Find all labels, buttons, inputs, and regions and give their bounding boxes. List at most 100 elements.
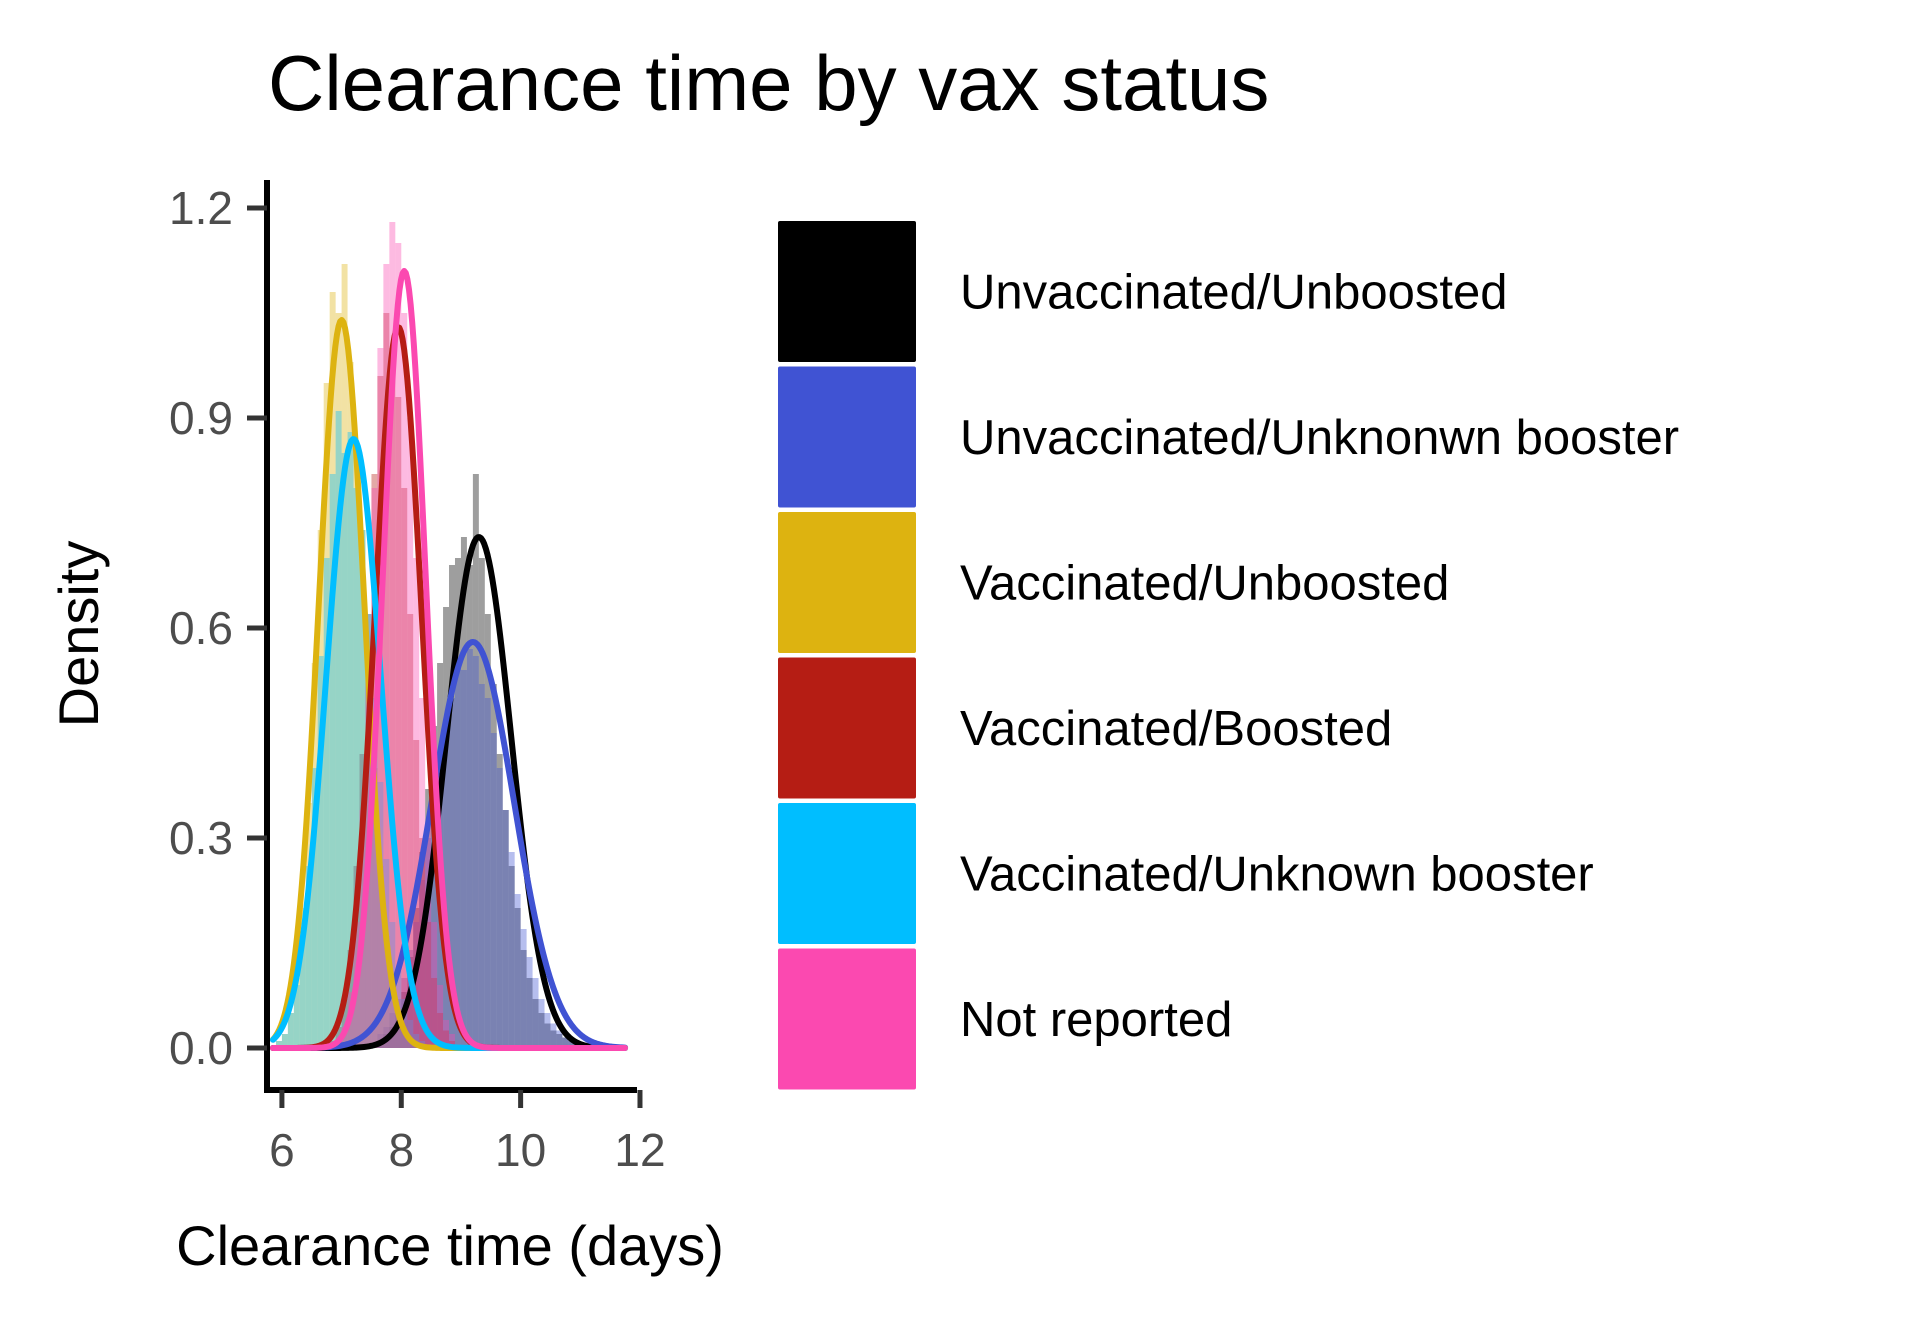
histogram-bar [568, 1041, 575, 1048]
histogram-bar [401, 313, 408, 1048]
histogram-bar [490, 684, 497, 1048]
y-axis-title: Density [47, 541, 110, 728]
histogram-bar [275, 1041, 282, 1048]
histogram-bar [389, 348, 396, 1048]
legend-swatch [776, 364, 918, 510]
histogram-bar [353, 866, 360, 1048]
histogram-bar [305, 866, 312, 1048]
x-tick-label: 8 [388, 1124, 414, 1176]
x-axis-title: Clearance time (days) [176, 1214, 724, 1277]
legend-label: Not reported [960, 993, 1232, 1047]
histogram-bar [341, 264, 348, 1048]
histogram-bar [532, 978, 539, 1048]
histogram-bar [371, 698, 378, 1048]
histogram-bar [425, 824, 432, 1048]
histogram-bar [460, 537, 467, 1048]
histogram-bar [520, 929, 527, 1048]
histogram-bar [419, 880, 426, 1048]
histogram-bar [299, 936, 306, 1048]
legend-label: Unvaccinated/Unknonwn booster [960, 411, 1679, 465]
histogram-bar [437, 1013, 444, 1048]
legend: Unvaccinated/Unboosted Unvaccinated/Unkno… [776, 219, 1679, 1092]
histogram-bar [401, 992, 408, 1048]
y-tick-label: 0.9 [169, 392, 233, 444]
legend-item-vaccinated-boosted: Vaccinated/Boosted [776, 655, 1392, 801]
histogram-bar [407, 1020, 414, 1048]
histogram-bar [520, 950, 527, 1048]
histogram-bar [454, 663, 461, 1048]
x-tick-label: 12 [614, 1124, 665, 1176]
legend-item-unvaccinated-unboosted: Unvaccinated/Unboosted [776, 219, 1508, 364]
legend-item-vaccinated-unknown-booster: Vaccinated/Unknown booster [776, 801, 1594, 946]
histogram-bar [526, 957, 533, 1048]
x-ticks: 6 8 10 12 [269, 1090, 666, 1176]
legend-item-unvaccinated-unknonwn-booster: Unvaccinated/Unknonwn booster [776, 364, 1679, 510]
legend-item-not-reported: Not reported [776, 946, 1232, 1092]
histogram-bar [323, 383, 330, 1048]
density-curve-not-reported [269, 268, 629, 1051]
histogram-bar [454, 558, 461, 1048]
histogram-bar [568, 1041, 575, 1048]
histogram-bar [431, 978, 438, 1048]
histogram-bar [550, 1030, 557, 1048]
histogram-bar [508, 866, 515, 1048]
histogram-bar [431, 922, 438, 1048]
histogram-bar [353, 488, 360, 1048]
histogram-bar [377, 782, 384, 1048]
histogram-bar [413, 558, 420, 1048]
histogram-bar [335, 411, 342, 1048]
histogram-bar [395, 1013, 402, 1048]
histogram-bar [329, 474, 336, 1048]
histogram-bar [478, 558, 485, 1048]
histogram-bar [293, 985, 300, 1048]
histogram-bar [484, 614, 491, 1048]
histogram-bar [317, 656, 324, 1048]
density-curves [269, 268, 629, 1051]
histogram-bar [443, 1020, 450, 1048]
histogram-bar [425, 922, 432, 1048]
histogram-bar [466, 649, 473, 1048]
histogram-bar [443, 726, 450, 1048]
histogram-bar [311, 768, 318, 1048]
histogram-bar [562, 1037, 569, 1048]
histogram-bar [508, 852, 515, 1048]
histogram-bar [371, 768, 378, 1048]
plot-area [269, 222, 629, 1051]
legend-swatch [776, 946, 918, 1092]
histogram-bar [532, 999, 539, 1048]
histogram-bar [317, 530, 324, 1048]
histogram-bar [383, 313, 390, 1048]
histogram-bar [377, 866, 384, 1048]
histogram-bar [407, 418, 414, 1048]
histogram-bar [496, 754, 503, 1048]
histogram-bar [395, 397, 402, 1048]
histogram-bar [425, 789, 432, 1048]
histogram-bar [443, 607, 450, 1048]
histogram-bar [443, 1030, 450, 1048]
histogram-bar [287, 1013, 294, 1048]
histogram-bar [514, 894, 521, 1048]
histogram-bar [449, 565, 455, 1048]
histogram-bar [550, 1023, 557, 1048]
legend-item-vaccinated-unboosted: Vaccinated/Unboosted [776, 510, 1449, 655]
x-tick-label: 10 [495, 1124, 546, 1176]
histogram-bar [460, 670, 467, 1048]
histogram-bar [437, 985, 444, 1048]
histogram-bar [478, 684, 485, 1048]
histogram-bar [514, 908, 521, 1048]
histogram-bar [293, 978, 300, 1048]
histogram-bar [538, 1013, 545, 1048]
histogram-bar [329, 292, 336, 1048]
histogram-bar [496, 768, 503, 1048]
histogram-bar [335, 313, 342, 1048]
y-tick-label: 1.2 [169, 182, 233, 234]
histogram-bar [275, 1041, 282, 1048]
histogram-bar [395, 1013, 402, 1048]
histogram-bar [353, 446, 360, 1048]
histogram-bar [377, 376, 384, 1048]
histogram-bar [538, 999, 545, 1048]
histogram-bar [556, 1030, 563, 1048]
histogram-bar [544, 1023, 551, 1048]
histogram-bar [287, 1013, 294, 1048]
